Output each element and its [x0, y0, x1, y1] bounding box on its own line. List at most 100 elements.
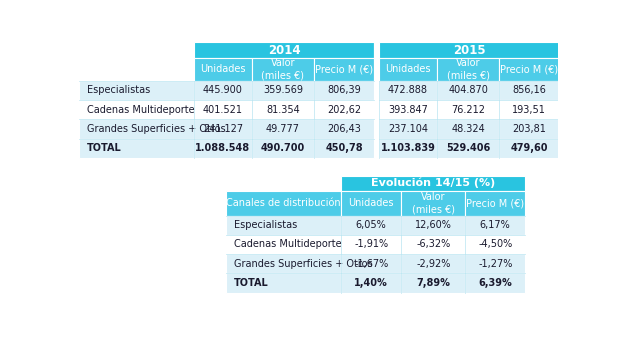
Bar — [193, 81, 252, 100]
Text: Unidades: Unidades — [348, 198, 394, 208]
Bar — [226, 235, 341, 254]
Text: 856,16: 856,16 — [512, 85, 546, 96]
Text: Precio M (€): Precio M (€) — [500, 64, 559, 74]
Bar — [465, 216, 526, 235]
Bar — [379, 139, 437, 158]
Bar — [374, 100, 379, 119]
Bar — [379, 42, 560, 58]
Bar — [314, 139, 374, 158]
Text: 7,89%: 7,89% — [416, 278, 450, 288]
Text: 401.521: 401.521 — [203, 105, 243, 115]
Text: Evolución 14/15 (%): Evolución 14/15 (%) — [371, 178, 495, 188]
Bar — [226, 216, 341, 235]
Bar — [252, 58, 314, 81]
Text: 206,43: 206,43 — [327, 124, 361, 134]
Bar — [499, 139, 560, 158]
Text: 203,81: 203,81 — [512, 124, 546, 134]
Bar — [374, 58, 379, 81]
Bar — [79, 58, 193, 81]
Text: Valor
(miles €): Valor (miles €) — [446, 58, 490, 81]
Text: 6,17%: 6,17% — [480, 220, 511, 230]
Text: 472.888: 472.888 — [388, 85, 428, 96]
Text: 49.777: 49.777 — [266, 124, 300, 134]
Text: -1,27%: -1,27% — [478, 259, 512, 269]
Bar — [465, 273, 526, 293]
Text: 450,78: 450,78 — [326, 143, 363, 153]
Bar — [374, 139, 379, 158]
Text: Unidades: Unidades — [200, 64, 246, 74]
Bar — [341, 235, 402, 254]
Bar — [402, 254, 465, 273]
Bar — [379, 81, 437, 100]
Text: 1.103.839: 1.103.839 — [381, 143, 435, 153]
Bar — [341, 175, 526, 191]
Text: 241.127: 241.127 — [203, 124, 243, 134]
Bar — [193, 139, 252, 158]
Text: Valor
(miles €): Valor (miles €) — [412, 192, 454, 215]
Text: 806,39: 806,39 — [327, 85, 361, 96]
Text: 76.212: 76.212 — [451, 105, 485, 115]
Bar — [374, 81, 379, 100]
Bar — [379, 119, 437, 139]
Text: TOTAL: TOTAL — [87, 143, 122, 153]
Text: 6,05%: 6,05% — [356, 220, 387, 230]
Bar — [499, 81, 560, 100]
Bar — [252, 139, 314, 158]
Text: 81.354: 81.354 — [266, 105, 299, 115]
Text: Precio M (€): Precio M (€) — [466, 198, 525, 208]
Text: Grandes Superficies + Otros: Grandes Superficies + Otros — [87, 124, 226, 134]
Bar — [374, 42, 379, 58]
Bar — [341, 191, 402, 216]
Bar — [79, 119, 193, 139]
Bar — [499, 100, 560, 119]
Bar — [374, 119, 379, 139]
Bar — [314, 58, 374, 81]
Text: 529.406: 529.406 — [446, 143, 490, 153]
Text: -4,50%: -4,50% — [478, 239, 512, 250]
Bar — [437, 81, 499, 100]
Text: 490.700: 490.700 — [261, 143, 305, 153]
Text: -6,32%: -6,32% — [416, 239, 450, 250]
Text: -1,67%: -1,67% — [354, 259, 388, 269]
Text: 202,62: 202,62 — [327, 105, 361, 115]
Bar — [341, 273, 402, 293]
Bar — [314, 119, 374, 139]
Text: 237.104: 237.104 — [388, 124, 428, 134]
Text: -1,91%: -1,91% — [354, 239, 388, 250]
Text: 12,60%: 12,60% — [415, 220, 451, 230]
Text: Especialistas: Especialistas — [87, 85, 150, 96]
Text: 479,60: 479,60 — [511, 143, 548, 153]
Bar — [402, 235, 465, 254]
Text: 445.900: 445.900 — [203, 85, 243, 96]
Bar — [402, 273, 465, 293]
Bar — [314, 81, 374, 100]
Text: 1.088.548: 1.088.548 — [195, 143, 250, 153]
Text: 359.569: 359.569 — [263, 85, 303, 96]
Bar — [465, 191, 526, 216]
Bar — [193, 58, 252, 81]
Bar — [79, 81, 193, 100]
Bar — [193, 100, 252, 119]
Bar — [226, 175, 341, 191]
Bar — [499, 119, 560, 139]
Bar — [193, 42, 374, 58]
Text: Canales de distribución: Canales de distribución — [226, 198, 341, 208]
Bar — [465, 235, 526, 254]
Bar — [252, 81, 314, 100]
Bar — [379, 58, 437, 81]
Bar — [402, 216, 465, 235]
Bar — [379, 100, 437, 119]
Text: Especialistas: Especialistas — [234, 220, 298, 230]
Bar — [465, 254, 526, 273]
Bar — [252, 119, 314, 139]
Bar — [437, 119, 499, 139]
Bar — [226, 254, 341, 273]
Text: 2015: 2015 — [453, 44, 485, 56]
Text: Precio M (€): Precio M (€) — [315, 64, 373, 74]
Text: TOTAL: TOTAL — [234, 278, 269, 288]
Text: Cadenas Multideporte: Cadenas Multideporte — [234, 239, 342, 250]
Bar — [341, 216, 402, 235]
Bar — [226, 273, 341, 293]
Bar — [437, 139, 499, 158]
Text: 193,51: 193,51 — [512, 105, 546, 115]
